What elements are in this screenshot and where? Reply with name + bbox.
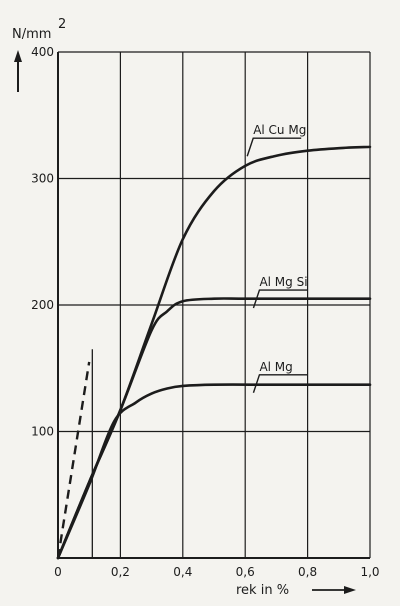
series-label-al-mg: Al Mg (259, 360, 292, 374)
y-tick-label-1: 200 (31, 298, 54, 312)
x-axis-title: rek in % (236, 583, 356, 598)
x-tick-label-5: 1,0 (360, 565, 379, 579)
series-leader-al-mg (252, 374, 308, 394)
x-tick-label-0: 0 (54, 565, 62, 579)
axes (57, 52, 370, 559)
y-tick-label-3: 400 (31, 45, 54, 59)
series-label-al-cu-mg: Al Cu Mg (253, 123, 306, 137)
tick-labels: 0 0,2 0,4 0,6 0,8 1,0 100 200 300 400 (31, 45, 379, 579)
series-line-al-mg (56, 383, 372, 560)
y-axis-label: N/mm (12, 27, 51, 42)
y-axis-arrow-head (14, 50, 22, 62)
grid (58, 51, 371, 558)
dashed-reference-line (56, 361, 91, 559)
x-axis-label: rek in % (236, 583, 289, 598)
series-line-al-mg-si (56, 297, 372, 560)
y-tick-label-0: 100 (31, 425, 54, 439)
series-label-al-mg-si: Al Mg Si (259, 275, 307, 289)
x-tick-label-1: 0,2 (111, 565, 130, 579)
x-tick-label-2: 0,4 (173, 565, 192, 579)
series-lines (56, 145, 372, 560)
series-leader-al-cu-mg (246, 137, 302, 157)
series-leader-al-mg-si (252, 289, 308, 309)
x-tick-label-3: 0,6 (236, 565, 255, 579)
x-axis-arrow-head (344, 586, 356, 594)
y-axis-title: N/mm 2 (12, 17, 66, 92)
series-labels: Al Cu Mg Al Mg Si Al Mg (246, 123, 308, 394)
x-tick-label-4: 0,8 (298, 565, 317, 579)
series-line-al-cu-mg (56, 145, 372, 560)
y-axis-label-superscript: 2 (58, 17, 66, 32)
y-tick-label-2: 300 (31, 172, 54, 186)
